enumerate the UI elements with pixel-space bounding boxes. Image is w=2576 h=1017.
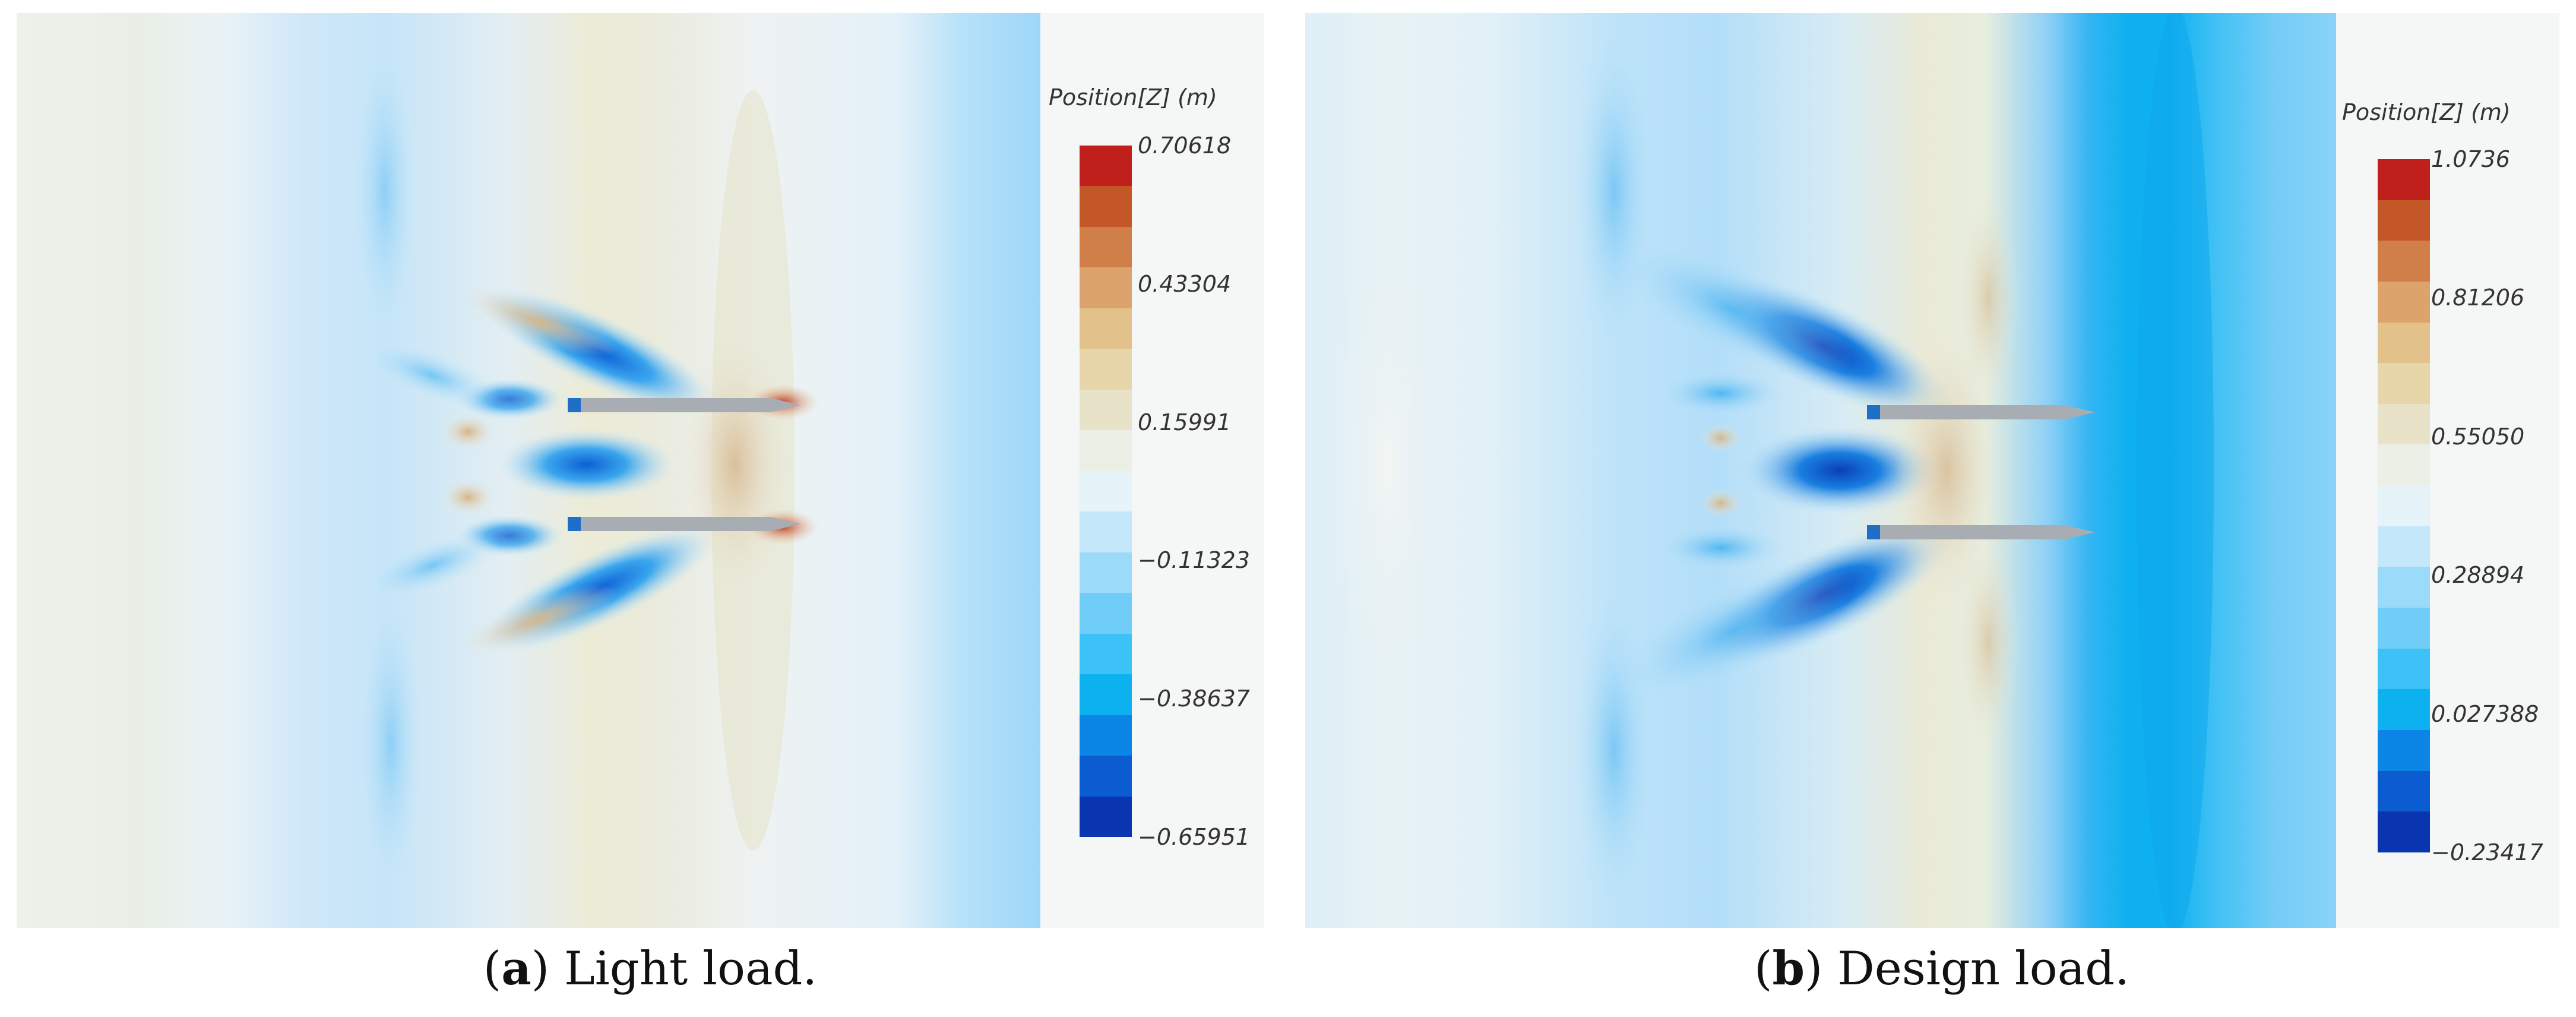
wave-elevation-contour-plot (1305, 13, 2336, 928)
panel-light-load: Position[Z] (m) 0.70618 0.43304 0.15991 … (17, 13, 1264, 928)
caption-text: ) Design load. (1804, 942, 2129, 996)
colorbar-band (2378, 567, 2430, 608)
colorbar-title: Position[Z] (m) (1049, 84, 1217, 110)
colorbar-band (1080, 186, 1132, 227)
colorbar-tick-label: 0.55050 (2431, 424, 2525, 450)
colorbar-band (2378, 689, 2430, 730)
colorbar-band (2378, 159, 2430, 200)
colorbar-band (1080, 308, 1132, 349)
catamaran-hull-lower (568, 517, 800, 531)
colorbar-band (1080, 430, 1132, 471)
colorbar-band (1080, 756, 1132, 797)
colorbar-band (1080, 796, 1132, 837)
catamaran-hull-lower (1867, 525, 2095, 539)
colorbar-band (2378, 770, 2430, 812)
caption-letter: b (1772, 942, 1805, 996)
colorbar-title: Position[Z] (m) (2342, 99, 2511, 125)
colorbar-band (2378, 363, 2430, 404)
colorbar-tick-label: 0.81206 (2431, 285, 2525, 311)
colorbar-band (2378, 485, 2430, 526)
caption-light-load: (a) Light load. (483, 942, 818, 996)
colorbar-band (2378, 200, 2430, 241)
colorbar-band (1080, 349, 1132, 390)
colorbar-band (2378, 526, 2430, 567)
colorbar-band (1080, 146, 1132, 187)
colorbar-tick-label: 0.70618 (1138, 132, 1232, 159)
colorbar-tick-label: −0.65951 (1138, 824, 1250, 850)
colorbar-tick-label: −0.23417 (2431, 839, 2543, 866)
colorbar-band (1080, 267, 1132, 308)
colorbar-tick-label: 0.28894 (2431, 562, 2525, 588)
caption-text: ) Light load. (531, 942, 818, 996)
colorbar-band (1080, 715, 1132, 756)
colorbar-band (1080, 633, 1132, 675)
catamaran-hull-upper (568, 398, 800, 412)
colorbar-band (2378, 648, 2430, 690)
catamaran-hull-upper (1867, 405, 2095, 419)
colorbar-band (2378, 281, 2430, 323)
colorbar (2378, 159, 2430, 852)
colorbar-band (1080, 470, 1132, 512)
colorbar-band (2378, 811, 2430, 852)
colorbar-band (1080, 674, 1132, 715)
colorbar-tick-label: −0.11323 (1138, 547, 1250, 573)
colorbar-band (1080, 389, 1132, 431)
panel-design-load: Position[Z] (m) 1.0736 0.81206 0.55050 0… (1305, 13, 2559, 928)
colorbar-band (2378, 403, 2430, 445)
colorbar-band (2378, 729, 2430, 771)
colorbar-band (2378, 241, 2430, 282)
colorbar (1080, 146, 1132, 837)
colorbar-tick-label: 1.0736 (2431, 146, 2510, 172)
colorbar-band (1080, 226, 1132, 268)
colorbar-tick-label: 0.027388 (2431, 701, 2539, 727)
wave-elevation-contour-plot (17, 13, 1040, 928)
colorbar-band (2378, 444, 2430, 486)
colorbar-band (1080, 511, 1132, 552)
colorbar-band (1080, 593, 1132, 634)
caption-design-load: (b) Design load. (1754, 942, 2129, 996)
colorbar-tick-label: −0.38637 (1138, 686, 1250, 712)
colorbar-band (2378, 608, 2430, 649)
caption-letter: a (501, 942, 531, 996)
colorbar-band (2378, 322, 2430, 364)
colorbar-band (1080, 552, 1132, 593)
colorbar-tick-label: 0.15991 (1138, 409, 1232, 435)
colorbar-tick-label: 0.43304 (1138, 271, 1232, 297)
